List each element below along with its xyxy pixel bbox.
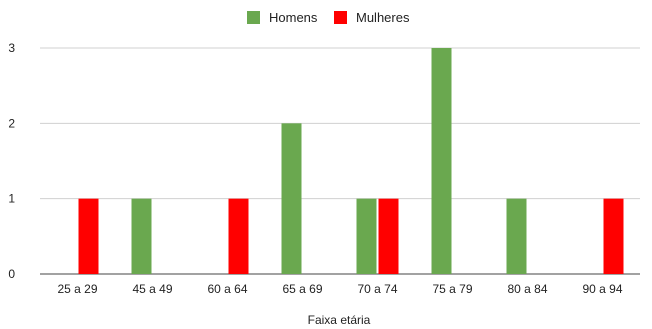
bar-mulheres-60-a-64 <box>228 198 249 274</box>
x-tick-label: 90 a 94 <box>582 282 622 296</box>
bar-homens-45-a-49 <box>131 198 152 274</box>
legend-label-homens: Homens <box>269 10 318 25</box>
bar-homens-65-a-69 <box>281 123 302 274</box>
bar-mulheres-25-a-29 <box>78 198 99 274</box>
x-tick-label: 75 a 79 <box>432 282 472 296</box>
x-tick-label: 65 a 69 <box>282 282 322 296</box>
y-axis-ticks: 0 1 2 3 <box>8 41 15 281</box>
legend-label-mulheres: Mulheres <box>356 10 410 25</box>
bar-homens-75-a-79 <box>431 48 452 274</box>
x-axis-title: Faixa etária <box>308 313 371 327</box>
y-tick-label: 3 <box>8 41 15 55</box>
y-tick-label: 2 <box>8 116 15 130</box>
x-tick-label: 45 a 49 <box>132 282 172 296</box>
y-tick-label: 1 <box>8 192 15 206</box>
bars <box>78 48 624 274</box>
bar-mulheres-70-a-74 <box>378 198 399 274</box>
legend-swatch-homens <box>247 11 260 24</box>
gridlines <box>40 47 640 275</box>
bar-mulheres-90-a-94 <box>603 198 624 274</box>
x-tick-label: 70 a 74 <box>357 282 397 296</box>
y-tick-label: 0 <box>8 267 15 281</box>
x-tick-label: 80 a 84 <box>507 282 547 296</box>
legend-swatch-mulheres <box>334 11 347 24</box>
bar-homens-80-a-84 <box>506 198 527 274</box>
x-tick-label: 25 a 29 <box>57 282 97 296</box>
bar-homens-70-a-74 <box>356 198 377 274</box>
legend: Homens Mulheres <box>247 10 410 25</box>
x-axis-ticks: 25 a 29 45 a 49 60 a 64 65 a 69 70 a 74 75 a … <box>57 282 622 296</box>
x-tick-label: 60 a 64 <box>207 282 247 296</box>
